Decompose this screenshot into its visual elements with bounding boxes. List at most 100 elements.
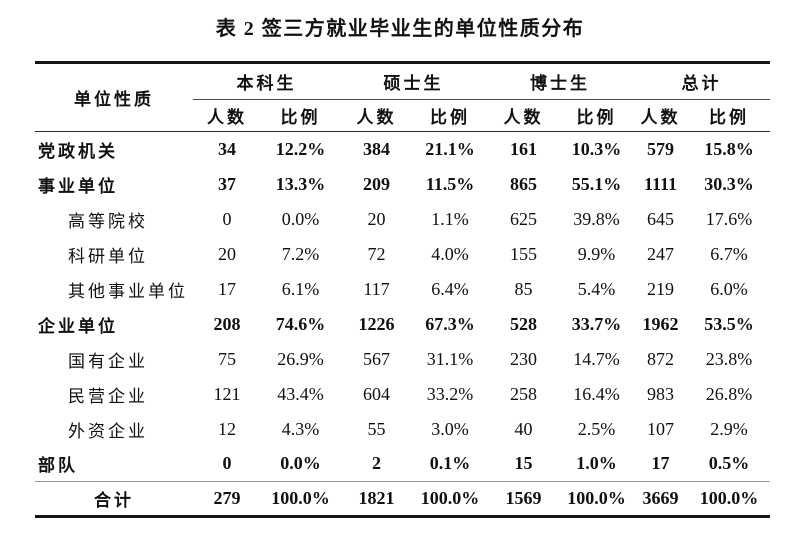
count-cell: 85 (514, 278, 533, 299)
ratio-cell: 14.7% (573, 348, 620, 369)
ratio-cell: 11.5% (425, 173, 475, 194)
ratio-cell: 0.5% (708, 453, 750, 474)
count-cell: 258 (510, 383, 537, 404)
ratio-cell: 0.1% (429, 453, 471, 474)
count-cell: 1962 (642, 313, 679, 334)
count-cell: 625 (510, 208, 537, 229)
table-row: 国有企业 75 26.9% 567 31.1% 230 14.7% 872 23.8% (35, 342, 770, 377)
ratio-cell: 13.3% (275, 173, 326, 194)
group-header-doctor: 博士生 (487, 62, 633, 100)
count-cell: 567 (363, 348, 390, 369)
ratio-cell: 0.0% (280, 453, 321, 474)
count-cell: 384 (363, 138, 390, 159)
ratio-cell: 33.2% (426, 383, 474, 404)
row-label: 外资企业 (68, 421, 148, 441)
count-cell: 209 (363, 173, 390, 194)
sub-header-count: 人数 (487, 99, 560, 132)
ratio-cell: 4.0% (431, 243, 469, 264)
table-row: 外资企业 12 4.3% 55 3.0% 40 2.5% 107 2.9% (35, 412, 770, 447)
ratio-cell: 39.8% (573, 208, 620, 229)
ratio-cell: 6.7% (710, 243, 748, 264)
count-cell: 17 (651, 453, 670, 474)
count-cell: 219 (647, 278, 674, 299)
group-header-total: 总计 (633, 62, 770, 100)
sub-header-ratio: 比例 (413, 99, 487, 132)
count-cell: 983 (647, 383, 674, 404)
ratio-cell: 33.7% (571, 313, 622, 334)
ratio-cell: 9.9% (577, 243, 616, 264)
count-cell: 645 (647, 208, 674, 229)
row-label: 事业单位 (38, 176, 118, 196)
count-cell: 604 (363, 383, 390, 404)
count-cell: 1111 (643, 173, 678, 194)
table-row: 民营企业 121 43.4% 604 33.2% 258 16.4% 983 26.8% (35, 377, 770, 412)
count-cell: 15 (514, 453, 533, 474)
ratio-cell: 12.2% (275, 138, 326, 159)
count-cell: 279 (193, 481, 261, 517)
group-header-master: 硕士生 (340, 62, 487, 100)
ratio-cell: 1.0% (576, 453, 617, 474)
count-cell: 2 (372, 453, 381, 474)
ratio-cell: 6.4% (431, 278, 469, 299)
table-row: 高等院校 0 0.0% 20 1.1% 625 39.8% 645 17.6% (35, 202, 770, 237)
ratio-cell: 100.0% (261, 481, 340, 517)
ratio-cell: 55.1% (571, 173, 622, 194)
count-cell: 72 (367, 243, 386, 264)
count-cell: 37 (218, 173, 236, 194)
ratio-cell: 31.1% (426, 348, 474, 369)
count-cell: 117 (363, 278, 390, 299)
count-cell: 872 (647, 348, 674, 369)
table-row: 科研单位 20 7.2% 72 4.0% 155 9.9% 247 6.7% (35, 237, 770, 272)
count-cell: 865 (510, 173, 537, 194)
ratio-cell: 6.1% (281, 278, 320, 299)
ratio-cell: 74.6% (275, 313, 326, 334)
table-row: 企业单位 208 74.6% 1226 67.3% 528 33.7% 1962 53.5% (35, 307, 770, 342)
row-label: 部队 (38, 456, 78, 476)
table-row: 部队 0 0.0% 2 0.1% 15 1.0% 17 0.5% (35, 447, 770, 482)
count-cell: 55 (367, 418, 386, 439)
sub-header-count: 人数 (633, 99, 688, 132)
count-cell: 75 (218, 348, 236, 369)
ratio-cell: 2.9% (710, 418, 748, 439)
row-label: 高等院校 (68, 211, 148, 231)
count-cell: 155 (510, 243, 537, 264)
ratio-cell: 5.4% (577, 278, 616, 299)
sub-header-count: 人数 (340, 99, 413, 132)
count-cell: 161 (510, 138, 537, 159)
sub-header-ratio: 比例 (688, 99, 770, 132)
corner-header-unit-nature: 单位性质 (35, 62, 193, 132)
table-row: 合计 279 100.0% 1821 100.0% 1569 100.0% 3669 100.0… (35, 481, 770, 517)
ratio-cell: 100.0% (560, 481, 633, 517)
count-cell: 528 (510, 313, 537, 334)
ratio-cell: 3.0% (431, 418, 469, 439)
sub-header-row: 人数 比例 人数 比例 人数 比例 人数 比例 (35, 99, 770, 132)
ratio-cell: 21.1% (425, 138, 475, 159)
sub-header-ratio: 比例 (560, 99, 633, 132)
employment-unit-table: 单位性质 本科生 硕士生 博士生 总计 人数 比例 人数 比例 人数 比例 人数… (35, 61, 770, 518)
count-cell: 121 (213, 383, 241, 404)
table-row: 事业单位 37 13.3% 209 11.5% 865 55.1% 1111 30.3% (35, 167, 770, 202)
ratio-cell: 0.0% (281, 208, 320, 229)
ratio-cell: 15.8% (704, 138, 754, 159)
group-header-undergraduate: 本科生 (193, 62, 340, 100)
ratio-cell: 10.3% (571, 138, 622, 159)
count-cell: 0 (222, 453, 232, 474)
table-title: 表 2 签三方就业毕业生的单位性质分布 (215, 18, 585, 40)
count-cell: 34 (218, 138, 236, 159)
row-label: 企业单位 (38, 316, 118, 336)
table-row: 其他事业单位 17 6.1% 117 6.4% 85 5.4% 219 6.0% (35, 272, 770, 307)
ratio-cell: 7.2% (281, 243, 320, 264)
ratio-cell: 16.4% (573, 383, 620, 404)
count-cell: 107 (647, 418, 674, 439)
ratio-cell: 100.0% (688, 481, 770, 517)
count-cell: 247 (647, 243, 674, 264)
table-row: 党政机关 34 12.2% 384 21.1% 161 10.3% 579 15.8% (35, 132, 770, 167)
ratio-cell: 26.9% (277, 348, 324, 369)
count-cell: 579 (647, 138, 674, 159)
count-cell: 3669 (633, 481, 688, 517)
ratio-cell: 43.4% (277, 383, 324, 404)
ratio-cell: 67.3% (425, 313, 475, 334)
row-label: 其他事业单位 (68, 281, 188, 301)
ratio-cell: 100.0% (413, 481, 487, 517)
row-label: 合计 (35, 481, 193, 517)
